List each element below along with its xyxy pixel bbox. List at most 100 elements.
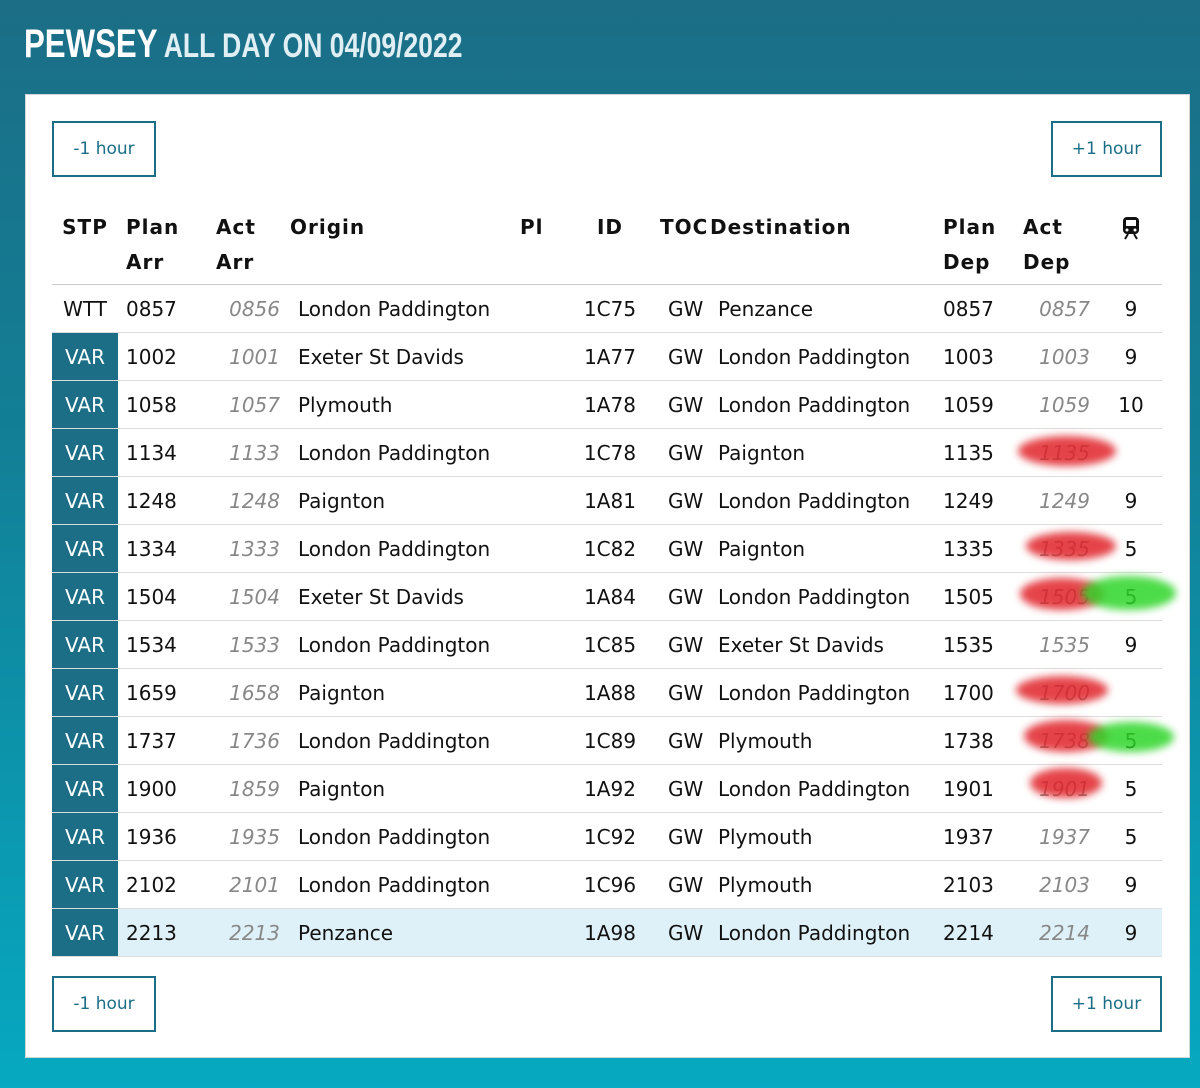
platform-code-cell — [520, 476, 560, 525]
origin-cell: Paignton — [290, 668, 520, 717]
act-dep-cell: 1937 — [1015, 812, 1100, 861]
act-arr-cell: 1333 — [200, 524, 290, 573]
stp-cell: VAR — [52, 620, 118, 669]
stp-cell: VAR — [52, 332, 118, 381]
row: WTT 0857 0856 London Paddington 1C75 GW Penzan… — [52, 284, 1162, 333]
table-body: WTT 0857 0856 London Paddington 1C75 GW Penzan… — [52, 284, 1162, 957]
plan-arr-cell: 1002 — [118, 332, 200, 381]
platform-code-cell — [520, 812, 560, 861]
act-dep-cell: 0857 — [1015, 284, 1100, 333]
act-arr-cell: 1133 — [200, 428, 290, 477]
later-button[interactable]: +1 hour — [1051, 121, 1162, 177]
column-header: Act Arr — [200, 210, 290, 285]
origin-cell: London Paddington — [290, 428, 520, 477]
column-header: STP — [52, 210, 118, 285]
column-header: Plan Dep — [935, 210, 1015, 285]
act-dep-cell: 1135 — [1015, 428, 1100, 477]
header-row: STP Plan Arr Act Arr Origin Pl ID TOC Destinati… — [52, 210, 1162, 285]
train-id-cell: 1A88 — [560, 668, 660, 717]
destination-cell: Plymouth — [710, 716, 935, 765]
plan-arr-cell: 1058 — [118, 380, 200, 429]
train-id-cell: 1C85 — [560, 620, 660, 669]
plan-dep-cell: 1738 — [935, 716, 1015, 765]
column-header: TOC — [660, 210, 710, 285]
origin-cell: London Paddington — [290, 284, 520, 333]
stp-cell: VAR — [52, 476, 118, 525]
platform-cell: 5 — [1100, 524, 1162, 573]
platform-code-cell — [520, 668, 560, 717]
act-dep-cell: 1535 — [1015, 620, 1100, 669]
act-dep-cell: 1700 — [1015, 668, 1100, 717]
plan-arr-cell: 1534 — [118, 620, 200, 669]
train-id-cell: 1C82 — [560, 524, 660, 573]
platform-cell: 10 — [1100, 380, 1162, 429]
plan-arr-cell: 2213 — [118, 908, 200, 957]
earlier-button[interactable]: -1 hour — [52, 976, 156, 1032]
plan-dep-cell: 1059 — [935, 380, 1015, 429]
platform-code-cell — [520, 620, 560, 669]
act-arr-cell: 1658 — [200, 668, 290, 717]
header-text: TOC — [660, 215, 709, 239]
train-id-cell: 1C78 — [560, 428, 660, 477]
toc-cell: GW — [660, 476, 710, 525]
column-header: Plan Arr — [118, 210, 200, 285]
platform-cell: 5 — [1100, 572, 1162, 621]
destination-cell: Penzance — [710, 284, 935, 333]
stp-cell: VAR — [52, 524, 118, 573]
plan-arr-cell: 1248 — [118, 476, 200, 525]
train-id-cell: 1C75 — [560, 284, 660, 333]
train-id-cell: 1C96 — [560, 860, 660, 909]
header-text: Origin — [290, 215, 366, 239]
plan-arr-cell: 0857 — [118, 284, 200, 333]
plan-dep-cell: 1535 — [935, 620, 1015, 669]
header-text: Act Arr — [216, 215, 256, 274]
toc-cell: GW — [660, 380, 710, 429]
platform-cell: 9 — [1100, 284, 1162, 333]
stp-cell: VAR — [52, 812, 118, 861]
toc-cell: GW — [660, 764, 710, 813]
column-header: ID — [560, 210, 660, 285]
stp-cell: VAR — [52, 668, 118, 717]
later-button[interactable]: +1 hour — [1051, 976, 1162, 1032]
toc-cell: GW — [660, 284, 710, 333]
row: VAR 1534 1533 London Paddington 1C85 GW Exeter… — [52, 620, 1162, 669]
act-dep-cell: 1059 — [1015, 380, 1100, 429]
timetable: STP Plan Arr Act Arr Origin Pl ID TOC Destinati… — [52, 210, 1162, 957]
row: VAR 1334 1333 London Paddington 1C82 GW Paignt… — [52, 524, 1162, 573]
toc-cell: GW — [660, 860, 710, 909]
train-id-cell: 1A77 — [560, 332, 660, 381]
platform-code-cell — [520, 716, 560, 765]
platform-code-cell — [520, 380, 560, 429]
origin-cell: Penzance — [290, 908, 520, 957]
earlier-button[interactable]: -1 hour — [52, 121, 156, 177]
plan-arr-cell: 1936 — [118, 812, 200, 861]
act-arr-cell: 0856 — [200, 284, 290, 333]
page-title: PEWSEY ALL DAY ON 04/09/2022 — [24, 22, 463, 67]
origin-cell: London Paddington — [290, 812, 520, 861]
destination-cell: Exeter St Davids — [710, 620, 935, 669]
header-text: ID — [596, 215, 624, 239]
column-header: Destination — [710, 210, 935, 285]
header-text: STP — [62, 215, 108, 239]
header-text: Destination — [710, 215, 852, 239]
platform-cell: 9 — [1100, 476, 1162, 525]
origin-cell: Exeter St Davids — [290, 332, 520, 381]
act-arr-cell: 1057 — [200, 380, 290, 429]
plan-dep-cell: 1700 — [935, 668, 1015, 717]
act-arr-cell: 1533 — [200, 620, 290, 669]
act-dep-cell: 1505 — [1015, 572, 1100, 621]
plan-dep-cell: 1901 — [935, 764, 1015, 813]
plan-dep-cell: 2214 — [935, 908, 1015, 957]
toc-cell: GW — [660, 332, 710, 381]
act-arr-cell: 1859 — [200, 764, 290, 813]
column-header: Act Dep — [1015, 210, 1100, 285]
act-dep-cell: 2214 — [1015, 908, 1100, 957]
destination-cell: London Paddington — [710, 476, 935, 525]
plan-dep-cell: 0857 — [935, 284, 1015, 333]
row: VAR 2213 2213 Penzance 1A98 GW London Paddingt… — [52, 908, 1162, 957]
destination-cell: London Paddington — [710, 572, 935, 621]
act-arr-cell: 1001 — [200, 332, 290, 381]
destination-cell: Paignton — [710, 428, 935, 477]
platform-cell: 9 — [1100, 332, 1162, 381]
